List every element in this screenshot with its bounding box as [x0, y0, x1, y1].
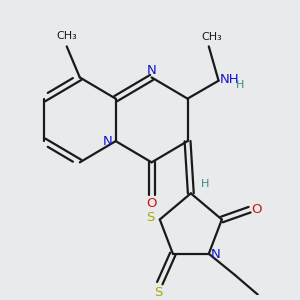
Text: NH: NH — [220, 73, 240, 86]
Text: H: H — [201, 179, 210, 189]
Text: O: O — [251, 203, 262, 216]
Text: S: S — [154, 286, 162, 299]
Text: CH₃: CH₃ — [201, 32, 222, 42]
Text: CH₃: CH₃ — [56, 31, 77, 41]
Text: H: H — [236, 80, 244, 90]
Text: O: O — [146, 197, 157, 210]
Text: S: S — [146, 212, 155, 224]
Text: N: N — [103, 135, 112, 148]
Text: N: N — [147, 64, 157, 77]
Text: N: N — [211, 248, 221, 261]
